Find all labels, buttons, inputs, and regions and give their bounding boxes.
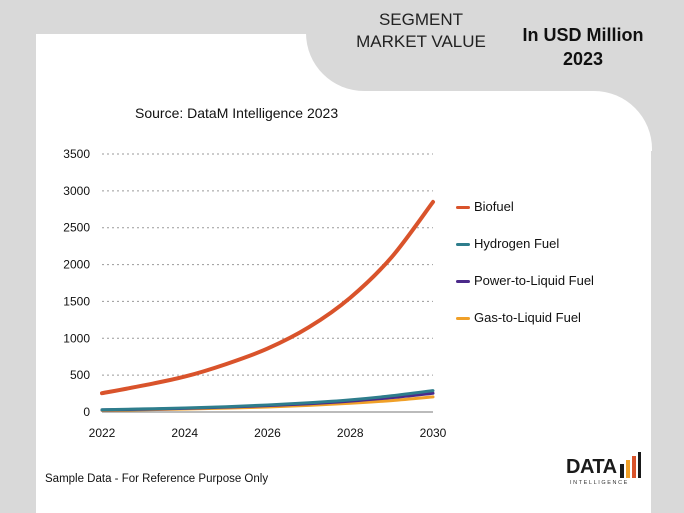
series-line-biofuel (100, 199, 435, 396)
chart-card (36, 34, 651, 513)
x-tick-label: 2026 (254, 426, 281, 440)
y-tick-label: 1000 (63, 331, 90, 345)
legend-label: Gas-to-Liquid Fuel (474, 310, 581, 325)
legend-item: Hydrogen Fuel (456, 236, 559, 251)
segment-title: SEGMENT MARKET VALUE (356, 10, 486, 51)
x-tick-label: 2022 (89, 426, 116, 440)
unit-title: In USD Million 2023 (522, 25, 644, 69)
y-tick-label: 3000 (63, 184, 90, 198)
series-line-hydrogen-fuel (100, 389, 435, 412)
legend-item: Gas-to-Liquid Fuel (456, 310, 581, 325)
logo-subtext: INTELLIGENCE (570, 480, 629, 486)
x-tick-label: 2024 (171, 426, 198, 440)
y-tick-label: 0 (83, 405, 90, 419)
legend-swatch (456, 206, 470, 210)
y-tick-label: 2500 (63, 221, 90, 235)
datam-logo: DATA INTELLIGENCE (566, 452, 646, 492)
y-tick-label: 1500 (63, 294, 90, 308)
x-tick-label: 2028 (337, 426, 364, 440)
legend-label: Hydrogen Fuel (474, 236, 560, 251)
legend-swatch (456, 317, 470, 321)
legend-label: Biofuel (474, 199, 514, 214)
legend-swatch (456, 280, 470, 284)
header-tab (306, 0, 684, 91)
legend-swatch (456, 243, 470, 247)
logo-bars-icon (620, 452, 641, 478)
legend-label: Power-to-Liquid Fuel (474, 273, 594, 288)
footer-note: Sample Data - For Reference Purpose Only (45, 473, 269, 485)
y-tick-label: 2000 (63, 258, 90, 272)
legend-item: Biofuel (456, 199, 514, 214)
y-tick-label: 3500 (63, 147, 90, 161)
y-tick-label: 500 (70, 368, 90, 382)
x-tick-label: 2030 (420, 426, 447, 440)
chart-source: Source: DataM Intelligence 2023 (135, 105, 339, 121)
logo-text: DATA (566, 456, 617, 478)
header-tab-corner (592, 91, 652, 151)
legend-item: Power-to-Liquid Fuel (456, 273, 594, 288)
